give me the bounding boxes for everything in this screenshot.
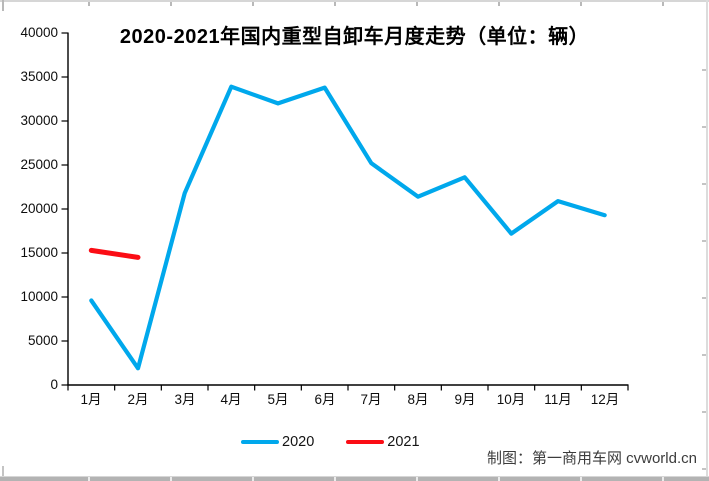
x-axis-label: 12月 xyxy=(590,392,620,407)
y-axis-label: 15000 xyxy=(20,245,58,260)
y-axis-label: 20000 xyxy=(20,201,58,216)
axis-ticks xyxy=(61,32,629,391)
table-gridline-right-ticks xyxy=(702,14,706,474)
x-axis-label: 3月 xyxy=(174,392,196,407)
y-axis-label: 40000 xyxy=(20,25,58,40)
legend-swatch-2021 xyxy=(346,439,385,445)
x-axis-label: 8月 xyxy=(407,392,429,407)
x-axis-label: 10月 xyxy=(496,392,526,407)
x-axis-label: 4月 xyxy=(220,392,242,407)
legend-item-2021: 2021 xyxy=(346,434,420,450)
legend-item-2020: 2020 xyxy=(241,434,314,450)
table-gridline-top xyxy=(0,0,709,2)
x-axis-label: 1月 xyxy=(80,392,102,407)
y-axis-label: 5000 xyxy=(27,333,58,348)
y-axis-label: 0 xyxy=(50,377,58,392)
x-axis-label: 7月 xyxy=(360,392,382,407)
table-gridline-right xyxy=(706,0,708,481)
legend-label: 2020 xyxy=(282,434,315,450)
x-axis-label: 11月 xyxy=(544,392,572,407)
credit-text: 制图：第一商用车网 cvworld.cn xyxy=(486,450,697,467)
y-axis-label: 25000 xyxy=(20,157,58,172)
table-row-band-bottom xyxy=(0,477,709,481)
chart-legend: 2020 2021 xyxy=(241,434,420,450)
x-axis-label: 9月 xyxy=(454,392,476,407)
y-axis-label: 30000 xyxy=(20,113,58,128)
x-axis-label: 2月 xyxy=(127,392,149,407)
table-gridline-left-bottom xyxy=(2,466,4,478)
series-line-2020 xyxy=(89,84,607,371)
y-axis-label: 35000 xyxy=(20,69,58,84)
series-line-2021 xyxy=(88,247,141,260)
table-gridline-top-ticks xyxy=(8,2,708,6)
y-axis-label: 10000 xyxy=(20,289,58,304)
legend-swatch-2020 xyxy=(241,439,279,445)
x-axis-label: 6月 xyxy=(314,392,336,407)
table-row-band-separators xyxy=(8,477,708,481)
x-axis-label: 5月 xyxy=(267,392,289,407)
table-gridline-bottom xyxy=(0,476,709,477)
table-gridline-left-top xyxy=(2,0,4,11)
legend-label: 2021 xyxy=(387,434,420,450)
chart-title: 2020-2021年国内重型自卸车月度走势（单位：辆） xyxy=(119,26,590,48)
